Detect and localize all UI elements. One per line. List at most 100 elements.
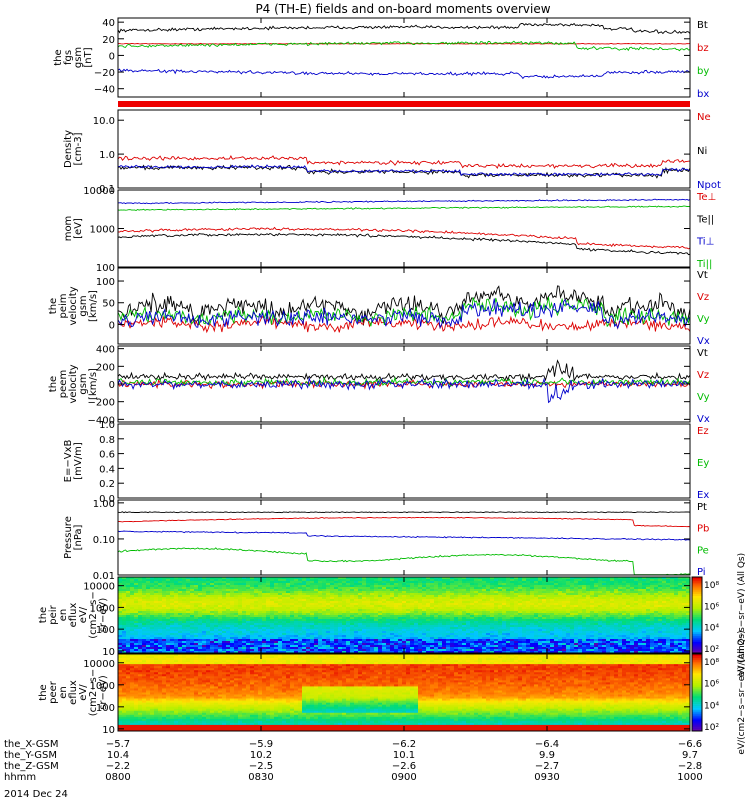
- heatmap-cell: [382, 641, 386, 643]
- heatmap-cell: [382, 583, 386, 585]
- heatmap-cell: [542, 601, 546, 603]
- heatmap-cell: [386, 591, 390, 593]
- heatmap-cell: [310, 603, 314, 605]
- heatmap-cell: [354, 649, 358, 651]
- heatmap-cell: [590, 633, 594, 635]
- heatmap-cell: [226, 611, 230, 613]
- y-tick-label: −20: [94, 68, 115, 79]
- heatmap-cell: [370, 619, 374, 621]
- heatmap-cell: [578, 645, 582, 647]
- heatmap-cell: [402, 601, 406, 603]
- heatmap-cell: [510, 617, 514, 619]
- heatmap-cell: [290, 607, 294, 609]
- heatmap-cell: [206, 649, 210, 651]
- heatmap-cell: [210, 645, 214, 647]
- heatmap-cell: [590, 639, 594, 641]
- heatmap-cell: [590, 595, 594, 597]
- heatmap-cell: [142, 609, 146, 611]
- heatmap-cell: [142, 605, 146, 607]
- heatmap-cell: [394, 605, 398, 607]
- heatmap-cell: [378, 583, 382, 585]
- heatmap-cell: [606, 593, 610, 595]
- heatmap-cell: [406, 621, 410, 623]
- heatmap-cell: [490, 607, 494, 609]
- heatmap-cell: [510, 615, 514, 617]
- heatmap-cell: [410, 623, 414, 625]
- heatmap-cell: [342, 601, 346, 603]
- heatmap-cell: [602, 639, 606, 641]
- heatmap-cell: [174, 597, 178, 599]
- heatmap-cell: [442, 615, 446, 617]
- heatmap-cell: [250, 637, 254, 639]
- heatmap-cell: [202, 617, 206, 619]
- heatmap-cell: [486, 621, 490, 623]
- heatmap-cell: [550, 583, 554, 585]
- heatmap-cell: [418, 643, 422, 645]
- heatmap-cell: [298, 645, 302, 647]
- heatmap-cell: [122, 639, 126, 641]
- heatmap-cell: [398, 639, 402, 641]
- heatmap-cell: [454, 643, 458, 645]
- heatmap-cell: [498, 587, 502, 589]
- heatmap-cell: [242, 597, 246, 599]
- heatmap-cell: [198, 627, 202, 629]
- heatmap-cell: [234, 645, 238, 647]
- heatmap-cell: [378, 641, 382, 643]
- heatmap-cell: [258, 639, 262, 641]
- heatmap-cell: [514, 601, 518, 603]
- heatmap-cell: [526, 581, 530, 583]
- heatmap-cell: [338, 581, 342, 583]
- heatmap-cell: [122, 591, 126, 593]
- y-axis-label: the fgs gsm [nT]: [53, 47, 94, 68]
- heatmap-cell: [134, 649, 138, 651]
- heatmap-cell: [174, 649, 178, 651]
- heatmap-cell: [530, 609, 534, 611]
- heatmap-cell: [470, 623, 474, 625]
- heatmap-cell: [538, 595, 542, 597]
- heatmap-cell: [494, 599, 498, 601]
- heatmap-cell: [202, 581, 206, 583]
- heatmap-cell: [506, 591, 510, 593]
- heatmap-cell: [578, 601, 582, 603]
- heatmap-cell: [346, 639, 350, 641]
- heatmap-cell: [442, 591, 446, 593]
- heatmap-cell: [614, 591, 618, 593]
- heatmap-cell: [446, 613, 450, 615]
- heatmap-cell: [298, 637, 302, 639]
- heatmap-cell: [238, 609, 242, 611]
- heatmap-cell: [494, 583, 498, 585]
- heatmap-cell: [590, 589, 594, 591]
- heatmap-cell: [570, 617, 574, 619]
- heatmap-cell: [130, 579, 134, 581]
- heatmap-cell: [502, 637, 506, 639]
- heatmap-cell: [422, 599, 426, 601]
- heatmap-cell: [430, 579, 434, 581]
- heatmap-cell: [166, 631, 170, 633]
- heatmap-cell: [450, 597, 454, 599]
- heatmap-cell: [194, 589, 198, 591]
- heatmap-cell: [326, 629, 330, 631]
- heatmap-cell: [506, 649, 510, 651]
- heatmap-cell: [610, 615, 614, 617]
- heatmap-cell: [154, 623, 158, 625]
- heatmap-cell: [486, 629, 490, 631]
- heatmap-cell: [306, 603, 310, 605]
- heatmap-cell: [162, 635, 166, 637]
- heatmap-cell: [454, 645, 458, 647]
- heatmap-cell: [426, 595, 430, 597]
- heatmap-cell: [242, 585, 246, 587]
- heatmap-cell: [342, 611, 346, 613]
- heatmap-cell: [390, 631, 394, 633]
- heatmap-cell: [370, 615, 374, 617]
- y-axis-label-line: [cm-3]: [73, 132, 84, 165]
- heatmap-cell: [606, 579, 610, 581]
- heatmap-cell: [510, 583, 514, 585]
- heatmap-cell: [382, 625, 386, 627]
- heatmap-cell: [454, 601, 458, 603]
- heatmap-cell: [438, 613, 442, 615]
- heatmap-cell: [502, 613, 506, 615]
- heatmap-cell: [194, 605, 198, 607]
- heatmap-cell: [150, 619, 154, 621]
- heatmap-cell: [366, 613, 370, 615]
- heatmap-cell: [246, 601, 250, 603]
